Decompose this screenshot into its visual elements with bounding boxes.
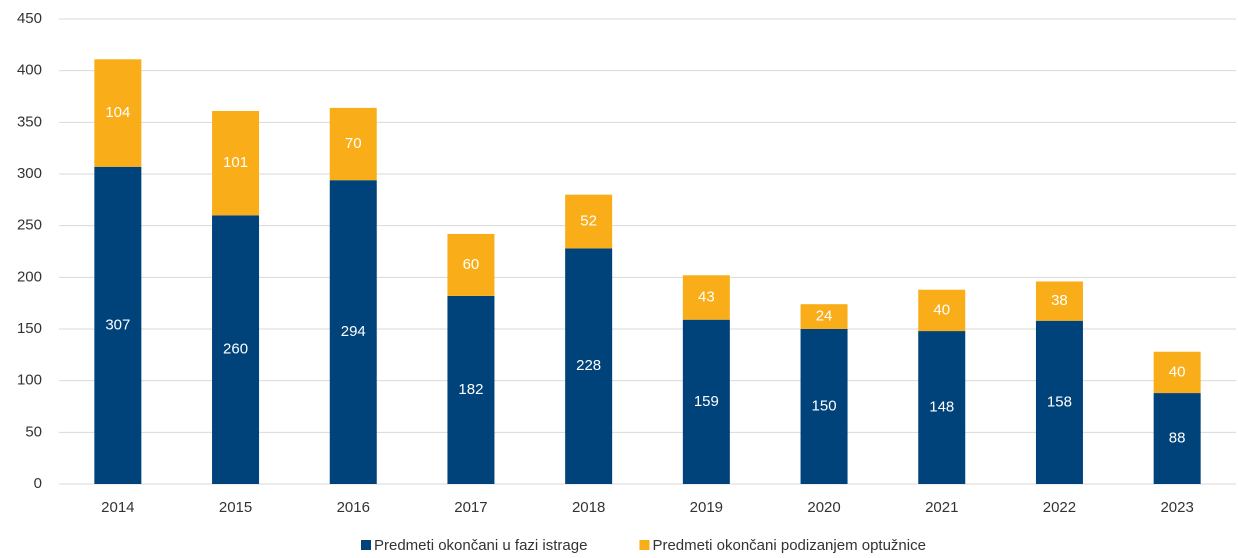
y-tick-label: 150	[17, 320, 42, 337]
bar-segment	[682, 275, 730, 320]
bar-segment	[447, 233, 495, 296]
data-label: 88	[1169, 430, 1186, 447]
data-label: 294	[341, 323, 366, 340]
data-label: 38	[1051, 292, 1068, 309]
bar-segment	[329, 180, 377, 484]
y-tick-label: 50	[25, 423, 42, 440]
bar-segment	[1035, 320, 1083, 484]
bar-segment	[918, 289, 966, 332]
x-tick-label: 2020	[807, 499, 840, 516]
bar-segment	[1153, 351, 1201, 394]
y-tick-label: 350	[17, 113, 42, 130]
data-label: 43	[698, 288, 715, 305]
data-label: 158	[1047, 393, 1072, 410]
data-label: 60	[463, 256, 480, 273]
bar-segment	[800, 304, 848, 329]
bar-segment	[565, 194, 613, 249]
x-tick-label: 2022	[1043, 499, 1076, 516]
y-tick-label: 300	[17, 165, 42, 182]
bar-segment	[94, 59, 142, 167]
data-label: 70	[345, 135, 362, 152]
x-tick-label: 2021	[925, 499, 958, 516]
data-label: 101	[223, 154, 248, 171]
y-tick-label: 450	[17, 10, 42, 27]
y-tick-label: 400	[17, 62, 42, 79]
bar-segment	[1035, 281, 1083, 321]
data-label: 24	[816, 308, 833, 325]
legend-label: Predmeti okončani u fazi istrage	[374, 537, 587, 554]
legend-swatch	[639, 540, 650, 550]
data-label: 307	[105, 316, 130, 333]
x-tick-label: 2023	[1160, 499, 1193, 516]
data-label: 40	[1169, 363, 1186, 380]
bar-segment	[1153, 393, 1201, 484]
data-label: 40	[933, 301, 950, 318]
bar-segment	[212, 215, 260, 485]
bar-segment	[329, 107, 377, 181]
x-tick-label: 2019	[690, 499, 723, 516]
bar-segment	[918, 331, 966, 484]
bar-segment	[212, 110, 260, 216]
x-tick-label: 2014	[101, 499, 134, 516]
data-label: 182	[458, 381, 483, 398]
bar-segment	[565, 248, 613, 484]
bar-segment	[447, 295, 495, 484]
y-tick-label: 0	[34, 475, 42, 492]
y-tick-label: 200	[17, 268, 42, 285]
y-tick-label: 100	[17, 372, 42, 389]
data-label: 148	[929, 399, 954, 416]
bar-segment	[800, 329, 848, 484]
x-tick-label: 2015	[219, 499, 252, 516]
x-tick-label: 2016	[337, 499, 370, 516]
y-tick-label: 250	[17, 217, 42, 234]
data-label: 52	[580, 213, 597, 230]
data-label: 150	[812, 397, 837, 414]
data-label: 228	[576, 357, 601, 374]
bar-segment	[682, 319, 730, 484]
data-label: 159	[694, 393, 719, 410]
legend-label: Predmeti okončani podizanjem optužnice	[652, 537, 926, 554]
bar-segment	[94, 166, 142, 484]
x-tick-label: 2018	[572, 499, 605, 516]
x-tick-label: 2017	[454, 499, 487, 516]
legend-swatch	[361, 540, 371, 550]
data-label: 104	[105, 104, 130, 121]
data-label: 260	[223, 341, 248, 358]
